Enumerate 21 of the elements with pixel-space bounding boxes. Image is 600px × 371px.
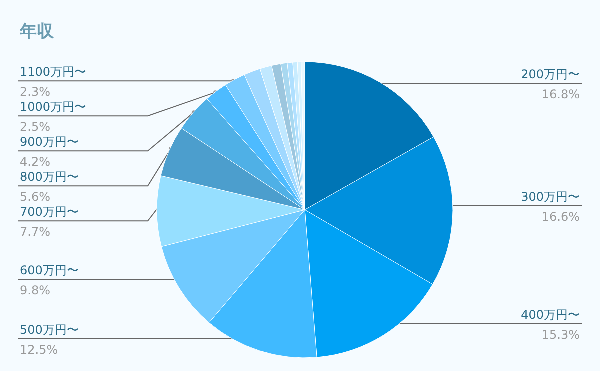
- slice-label: 1000万円〜: [20, 100, 87, 114]
- slice-label: 500万円〜: [20, 322, 79, 337]
- data-label: 2.5%: [20, 120, 50, 134]
- slice-label: 900万円〜: [20, 135, 79, 150]
- data-label: 9.8%: [20, 284, 50, 298]
- data-label: 15.3%: [542, 328, 580, 342]
- data-label: 12.5%: [20, 342, 58, 357]
- data-label: 4.2%: [20, 155, 50, 170]
- data-label: 16.6%: [542, 210, 580, 224]
- slice-label: 1100万円〜: [20, 65, 87, 80]
- slice-label: 800万円〜: [20, 170, 79, 184]
- slice-label: 600万円〜: [20, 264, 79, 278]
- data-label: 2.3%: [20, 85, 50, 100]
- slice-label: 700万円〜: [20, 205, 79, 220]
- data-label: 7.7%: [20, 225, 50, 240]
- slice-label: 200万円〜: [521, 68, 580, 82]
- slice-label: 400万円〜: [521, 308, 580, 322]
- chart-title: 年収: [20, 21, 54, 43]
- data-label: 5.6%: [20, 190, 50, 204]
- slice-label: 300万円〜: [521, 190, 580, 204]
- data-label: 16.8%: [542, 88, 580, 102]
